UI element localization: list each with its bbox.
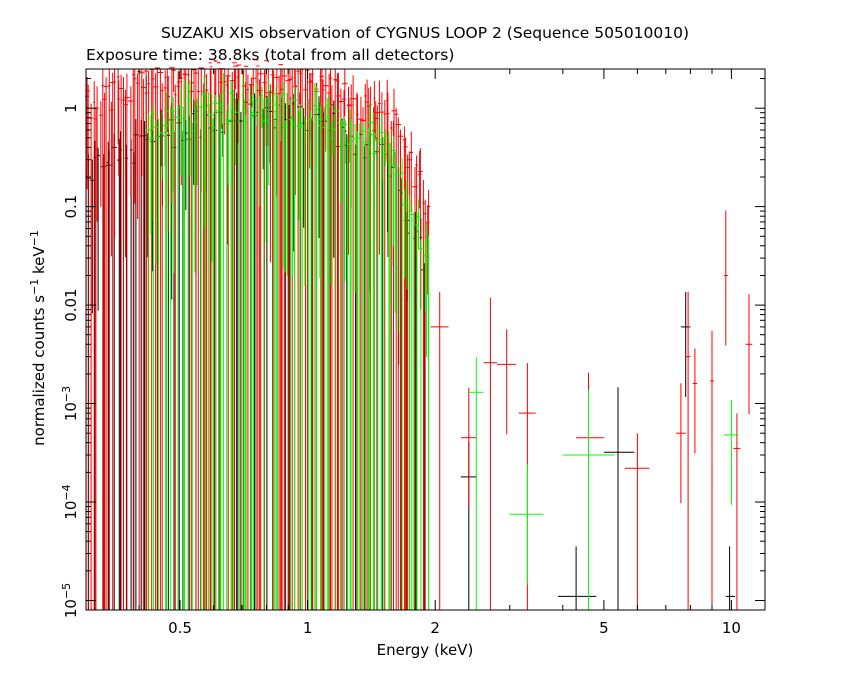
x-tick-label-3: 5 — [599, 619, 609, 637]
y-axis-label: normalized counts s−1 keV−1 — [28, 230, 48, 446]
y-tick-exponent-1: −4 — [60, 484, 73, 500]
series-1 — [84, 59, 753, 610]
y-tick-label-1: 10−4 — [60, 484, 80, 519]
y-tick-exponent-2: −3 — [60, 386, 73, 402]
x-tick-label-2: 2 — [430, 619, 440, 637]
y-tick-label-5: 1 — [62, 103, 80, 113]
y-axis-label-exp1: −1 — [28, 279, 41, 295]
y-tick-label-0: 10−5 — [60, 583, 80, 618]
y-tick-label-4: 0.1 — [62, 195, 80, 219]
x-tick-label-0: 0.5 — [168, 619, 192, 637]
data-layer — [84, 59, 753, 610]
y-axis-label-exp2: −1 — [28, 230, 41, 246]
y-tick-mantissa-1: 10 — [62, 501, 80, 520]
tick-marks — [85, 69, 765, 610]
x-tick-label-1: 1 — [303, 619, 313, 637]
chart-subtitle: Exposure time: 38.8ks (total from all de… — [86, 46, 454, 64]
x-tick-label-4: 10 — [722, 619, 741, 637]
series-2 — [145, 72, 739, 610]
y-tick-mantissa-0: 10 — [62, 599, 80, 618]
y-tick-exponent-0: −5 — [60, 583, 73, 599]
y-axis-label-base: normalized counts s — [30, 295, 48, 446]
y-tick-label-2: 10−3 — [60, 386, 80, 421]
plot-frame — [85, 68, 766, 611]
y-tick-label-3: 0.01 — [62, 288, 80, 321]
y-tick-mantissa-2: 10 — [62, 402, 80, 421]
chart-title: SUZAKU XIS observation of CYGNUS LOOP 2 … — [161, 24, 689, 42]
y-axis-label-mid: keV — [30, 246, 48, 279]
x-axis-label: Energy (keV) — [377, 641, 474, 659]
